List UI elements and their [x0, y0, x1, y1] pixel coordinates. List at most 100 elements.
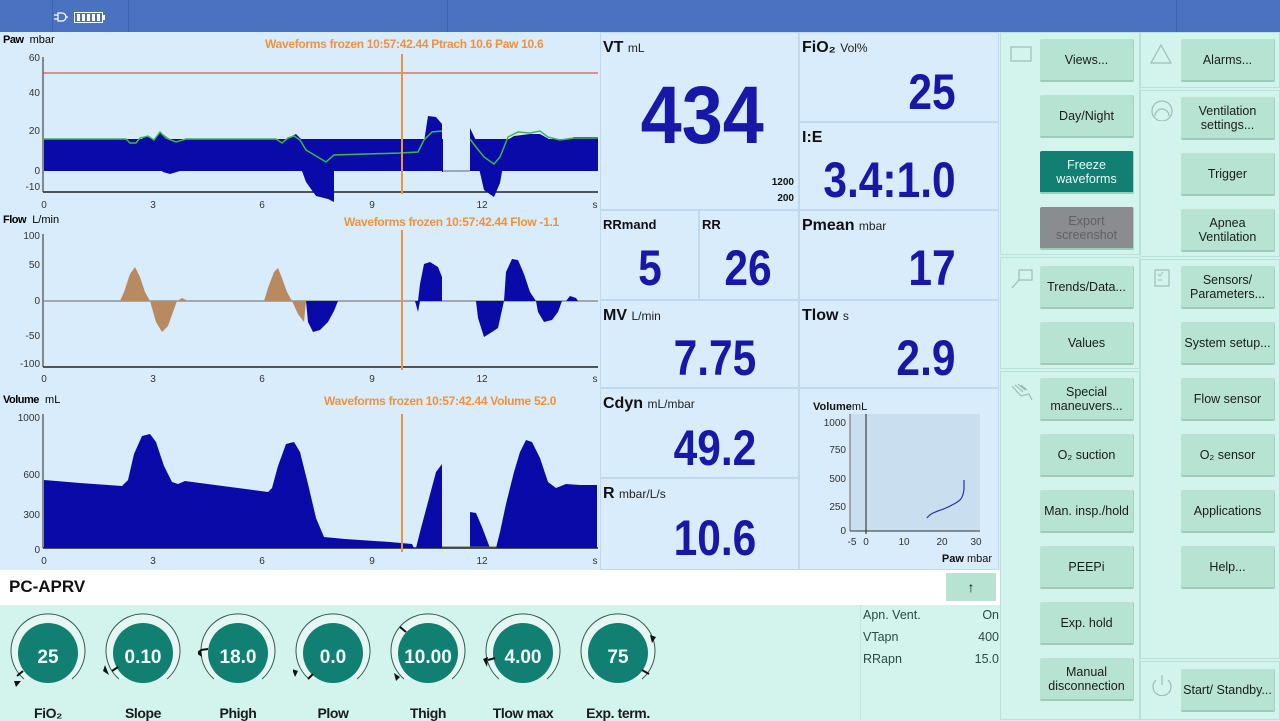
trigger-button[interactable]: Trigger [1181, 153, 1275, 196]
menu-column-right: Alarms... Ventilation settings... Trigge… [1140, 32, 1280, 720]
divider [1176, 0, 1177, 32]
system-setup-button[interactable]: System setup... [1181, 322, 1275, 365]
svg-text:9: 9 [369, 556, 375, 567]
expiration-hold-button[interactable]: Exp. hold [1040, 602, 1134, 645]
svg-text:20: 20 [936, 537, 948, 548]
svg-text:3: 3 [150, 556, 156, 567]
expand-settings-button[interactable]: ↑ [946, 573, 996, 601]
power-icon [1152, 675, 1172, 696]
param-label: I:E [802, 129, 823, 146]
volume-chart: 1000 600 300 0 0 3 6 9 12 s [18, 413, 598, 567]
svg-text:0: 0 [863, 537, 869, 548]
param-rr[interactable]: RR 26 [699, 210, 799, 300]
applications-button[interactable]: Applications [1181, 490, 1275, 533]
special-maneuvers-button[interactable]: Special maneuvers... [1040, 378, 1134, 421]
freeze-waveforms-button[interactable]: Freeze waveforms [1040, 151, 1134, 194]
day-night-button[interactable]: Day/Night [1040, 95, 1134, 138]
svg-text:500: 500 [829, 474, 846, 485]
svg-text:0: 0 [41, 556, 47, 567]
param-ie[interactable]: I:E 3.4:1.0 [799, 122, 999, 210]
param-r[interactable]: R mbar/L/s 10.6 [600, 478, 799, 570]
knob-thigh[interactable]: 10.00 Thigh [388, 613, 468, 721]
svg-text:-50: -50 [26, 331, 41, 342]
flow-sensor-button[interactable]: Flow sensor [1181, 378, 1275, 421]
flow-title: Flow L/min [3, 214, 60, 226]
trends-data-button[interactable]: Trends/Data... [1040, 266, 1134, 309]
section-system: Sensors/ Parameters... System setup... F… [1140, 259, 1280, 659]
values-button[interactable]: Values [1040, 322, 1134, 365]
svg-text:6: 6 [259, 200, 265, 211]
o2-sensor-button[interactable]: O₂ sensor [1181, 434, 1275, 477]
knob-fio2[interactable]: 25 FiO₂ [8, 613, 88, 721]
knob-dial [292, 613, 371, 683]
svg-text:-5: -5 [848, 537, 857, 548]
r-value: 10.6 [673, 510, 756, 566]
cdyn-value: 49.2 [673, 420, 756, 476]
volume-title: Volume mL [3, 394, 61, 406]
start-standby-button[interactable]: Start/ Standby... [1181, 669, 1275, 712]
knob-slope[interactable]: 0.10 Slope [103, 613, 183, 721]
vt-upper-limit: 1200 [771, 177, 794, 188]
knob-dial [196, 613, 276, 683]
ventilation-settings-button[interactable]: Ventilation settings... [1181, 97, 1275, 140]
svg-text:40: 40 [29, 88, 41, 99]
svg-text:50: 50 [29, 260, 41, 271]
volume-waveform[interactable]: 1000 600 300 0 0 3 6 9 12 s Volume mL Wa… [0, 392, 600, 570]
svg-text:0: 0 [41, 200, 47, 211]
mv-value: 7.75 [673, 330, 756, 386]
loop-x-title: Paw mbar [941, 553, 992, 565]
section-special: Special maneuvers... O₂ suction Man. ins… [1000, 371, 1140, 720]
param-tlow[interactable]: Tlow s 2.9 [799, 300, 999, 388]
svg-text:6: 6 [259, 374, 265, 385]
help-button[interactable]: Help... [1181, 546, 1275, 589]
apnea-ventilation-info: Apn. Vent. On VTapn 400 RRapn 15.0 [860, 605, 1000, 720]
sensors-parameters-button[interactable]: Sensors/ Parameters... [1181, 266, 1275, 309]
peepi-button[interactable]: PEEPi [1040, 546, 1134, 589]
paw-waveform[interactable]: 60 40 20 0 -10 0 3 6 9 12 s Paw mbar Wav… [0, 32, 600, 212]
export-screenshot-button[interactable]: Export screenshot [1040, 207, 1134, 250]
tlow-value: 2.9 [896, 330, 956, 386]
svg-text:60: 60 [29, 53, 41, 64]
power-plug-icon [54, 12, 68, 22]
knob-tlow-max[interactable]: 4.00 Tlow max [483, 613, 563, 721]
param-label: R mbar/L/s [603, 485, 666, 502]
knob-phigh[interactable]: 18.0 Phigh [196, 613, 278, 721]
flow-waveform[interactable]: 100 50 0 -50 -100 0 3 6 9 12 s Flow L/mi… [0, 212, 600, 392]
param-pmean[interactable]: Pmean mbar 17 [799, 210, 999, 300]
param-cdyn[interactable]: Cdyn mL/mbar 49.2 [600, 388, 799, 478]
menu-column-left: Views... Day/Night Freeze waveforms Expo… [1000, 32, 1140, 720]
alarm-triangle-icon [1149, 43, 1173, 64]
param-label: Pmean mbar [802, 217, 887, 234]
param-rrmand[interactable]: RRmand 5 [600, 210, 699, 300]
section-power: Start/ Standby... [1140, 661, 1280, 720]
knob-exp-term[interactable]: 75 Exp. term. [578, 613, 658, 721]
pv-loop[interactable]: 1000 750 500 250 0 -5 0 10 20 30 Volumem… [799, 388, 999, 570]
knob-plow[interactable]: 0.0 Plow [292, 613, 373, 721]
waveform-area: 60 40 20 0 -10 0 3 6 9 12 s Paw mbar Wav… [0, 32, 600, 570]
mode-bar: PC-APRV ↑ [0, 570, 1000, 605]
param-vt[interactable]: VT mL 434 1200 200 [600, 32, 799, 210]
o2-suction-button[interactable]: O₂ suction [1040, 434, 1134, 477]
svg-text:0: 0 [840, 526, 846, 537]
pv-loop-chart: 1000 750 500 250 0 -5 0 10 20 30 [824, 414, 982, 548]
views-button[interactable]: Views... [1040, 39, 1134, 82]
svg-text:12: 12 [476, 556, 488, 567]
param-mv[interactable]: MV L/min 7.75 [600, 300, 799, 388]
svg-text:0: 0 [41, 374, 47, 385]
alarms-button[interactable]: Alarms... [1181, 39, 1275, 82]
status-bar [0, 0, 1280, 32]
manual-disconnection-button[interactable]: Manual disconnection [1040, 658, 1134, 701]
ventilation-mode[interactable]: PC-APRV [9, 577, 86, 596]
settings-knobs: 25 FiO₂ 0.10 Slope 18.0 Phigh 0.0 Plow 1… [0, 605, 860, 721]
param-fio2[interactable]: FiO₂ Vol% 25 [799, 32, 999, 122]
svg-text:100: 100 [23, 231, 40, 242]
apnea-ventilation-button[interactable]: Apnea Ventilation [1181, 209, 1275, 252]
svg-text:12: 12 [476, 374, 488, 385]
battery-full-icon [74, 12, 105, 23]
knob-dial [10, 613, 86, 687]
svg-text:-100: -100 [20, 359, 40, 370]
svg-text:0: 0 [34, 296, 40, 307]
svg-text:600: 600 [23, 470, 40, 481]
manual-inspiration-hold-button[interactable]: Man. insp./hold [1040, 490, 1134, 533]
section-views: Views... Day/Night Freeze waveforms Expo… [1000, 32, 1140, 255]
